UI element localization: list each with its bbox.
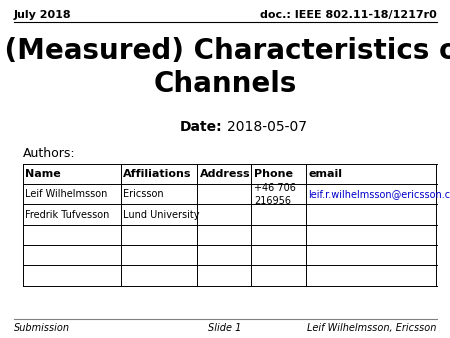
Text: Submission: Submission	[14, 323, 69, 333]
Text: Some (Measured) Characteristics of V2V
Channels: Some (Measured) Characteristics of V2V C…	[0, 38, 450, 98]
Text: Authors:: Authors:	[22, 147, 75, 160]
Text: Date:: Date:	[180, 120, 223, 134]
Text: Fredrik Tufvesson: Fredrik Tufvesson	[25, 210, 110, 220]
Text: doc.: IEEE 802.11-18/1217r0: doc.: IEEE 802.11-18/1217r0	[260, 10, 436, 20]
Text: email: email	[308, 169, 342, 179]
Text: 2018-05-07: 2018-05-07	[227, 120, 307, 134]
Text: Name: Name	[25, 169, 61, 179]
Text: leif.r.wilhelmsson@ericsson.com: leif.r.wilhelmsson@ericsson.com	[308, 189, 450, 199]
Text: July 2018: July 2018	[14, 10, 71, 20]
Text: Leif Wilhelmsson: Leif Wilhelmsson	[25, 189, 108, 199]
Text: Affiliations: Affiliations	[123, 169, 192, 179]
Text: Leif Wilhelmsson, Ericsson: Leif Wilhelmsson, Ericsson	[307, 323, 436, 333]
Text: Phone: Phone	[254, 169, 293, 179]
Text: Slide 1: Slide 1	[208, 323, 242, 333]
Text: Lund University: Lund University	[123, 210, 200, 220]
Text: Ericsson: Ericsson	[123, 189, 164, 199]
Text: Address: Address	[199, 169, 250, 179]
Text: +46 706
216956: +46 706 216956	[254, 183, 296, 206]
